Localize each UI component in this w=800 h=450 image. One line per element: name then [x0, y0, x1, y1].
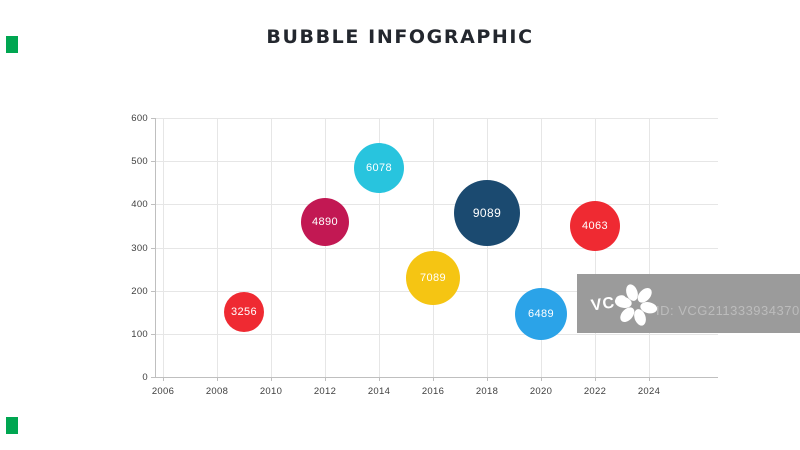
bubble-label: 9089 — [472, 205, 502, 220]
bubble: 3256 — [224, 292, 264, 333]
y-axis-label: 300 — [131, 242, 148, 254]
x-tick-mark — [217, 377, 218, 381]
y-tick-mark — [151, 290, 155, 292]
crop-mark-top-left — [6, 36, 18, 53]
bubble-label: 3256 — [230, 306, 258, 319]
bubble: 4890 — [301, 197, 349, 246]
x-gridline — [271, 118, 272, 377]
x-axis-label: 2006 — [151, 386, 175, 397]
x-tick-mark — [487, 377, 488, 381]
y-tick-mark — [151, 204, 155, 206]
vcg-pinwheel-icon — [614, 284, 658, 326]
x-axis-line — [155, 377, 718, 378]
x-gridline — [487, 118, 488, 377]
y-tick-mark — [151, 377, 155, 378]
bubble-label: 6078 — [365, 161, 393, 174]
x-gridline — [649, 118, 650, 377]
x-axis-label: 2014 — [367, 386, 391, 397]
y-axis-line — [155, 118, 156, 377]
x-axis-label: 2024 — [637, 386, 661, 397]
y-gridline — [155, 118, 718, 119]
y-tick-mark — [151, 333, 155, 335]
x-axis-label: 2022 — [583, 386, 607, 397]
bubble-label: 4890 — [311, 215, 339, 228]
y-tick-mark — [151, 118, 155, 119]
y-axis-label: 200 — [131, 285, 148, 297]
x-tick-mark — [163, 377, 164, 381]
x-gridline — [541, 118, 542, 377]
x-gridline — [379, 118, 380, 377]
x-axis-label: 2008 — [205, 386, 229, 397]
x-tick-mark — [433, 377, 434, 381]
x-tick-mark — [541, 377, 542, 381]
crop-mark-bottom-left — [6, 417, 18, 434]
y-axis-label: 400 — [131, 199, 148, 211]
x-tick-mark — [595, 377, 596, 381]
x-tick-mark — [271, 377, 272, 381]
bubble-label: 4063 — [581, 219, 609, 232]
y-gridline — [155, 247, 718, 249]
watermark-id-text: ID: VCG211333934370 — [656, 303, 800, 318]
x-axis-label: 2018 — [475, 386, 499, 397]
x-tick-mark — [379, 377, 380, 381]
x-tick-mark — [649, 377, 650, 381]
x-gridline — [163, 118, 164, 377]
bubble-label: 7089 — [419, 271, 447, 284]
x-axis-label: 2020 — [529, 386, 553, 397]
y-tick-mark — [151, 161, 155, 163]
page-title: BUBBLE INFOGRAPHIC — [266, 26, 534, 48]
y-gridline — [155, 161, 718, 163]
x-gridline — [217, 118, 218, 377]
y-axis-label: 600 — [131, 113, 148, 124]
x-axis-label: 2010 — [259, 386, 283, 397]
bubble: 4063 — [570, 200, 620, 251]
x-tick-mark — [325, 377, 326, 381]
bubble-label: 6489 — [527, 308, 555, 321]
x-axis-label: 2016 — [421, 386, 445, 397]
y-tick-mark — [151, 247, 155, 249]
x-gridline — [325, 118, 326, 377]
y-axis-label: 100 — [131, 328, 148, 340]
bubble: 6078 — [354, 142, 404, 193]
y-gridline — [155, 204, 718, 206]
bubble: 9089 — [454, 179, 520, 246]
y-axis-label: 500 — [131, 156, 148, 168]
x-gridline — [433, 118, 434, 377]
bubble: 6489 — [515, 288, 567, 341]
y-axis-label: 0 — [142, 372, 148, 383]
x-axis-label: 2012 — [313, 386, 337, 397]
y-gridline — [155, 333, 718, 335]
bubble: 7089 — [406, 250, 460, 305]
watermark: VCG ID: VCG211333934370 — [577, 274, 800, 333]
